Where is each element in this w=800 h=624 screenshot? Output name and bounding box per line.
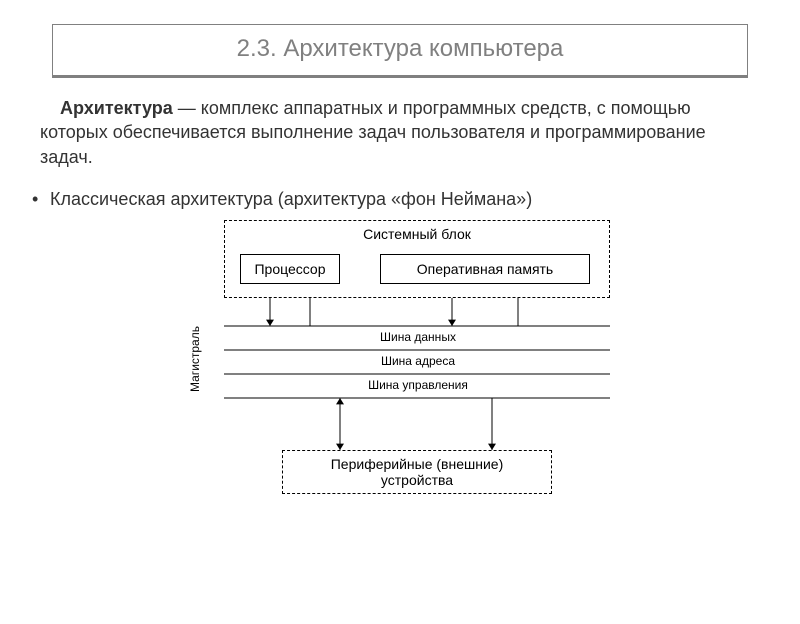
bus-label-control: Шина управления [348,378,488,392]
system-block-label: Системный блок [224,226,610,242]
cpu-label: Процессор [254,261,325,277]
section-title: 2.3. Архитектура компьютера [237,35,564,62]
ram-label: Оперативная память [417,261,553,277]
section-title-box: 2.3. Архитектура компьютера [52,24,748,78]
bus-label-data: Шина данных [348,330,488,344]
bus-label-address: Шина адреса [348,354,488,368]
bullet-marker: • [32,189,50,210]
bus-vertical-label: Магистраль [188,326,202,392]
peripherals-node: Периферийные (внешние) устройства [282,450,552,494]
cpu-node: Процессор [240,254,340,284]
ram-node: Оперативная память [380,254,590,284]
peripherals-label: Периферийные (внешние) устройства [331,456,504,488]
bullet-item: •Классическая архитектура (архитектура «… [32,189,760,210]
definition-paragraph: Архитектура — комплекс аппаратных и прог… [40,96,760,169]
definition-term: Архитектура [60,98,173,118]
architecture-diagram: Системный блок Процессор Оперативная пам… [130,220,670,500]
bullet-text: Классическая архитектура (архитектура «ф… [50,189,532,209]
